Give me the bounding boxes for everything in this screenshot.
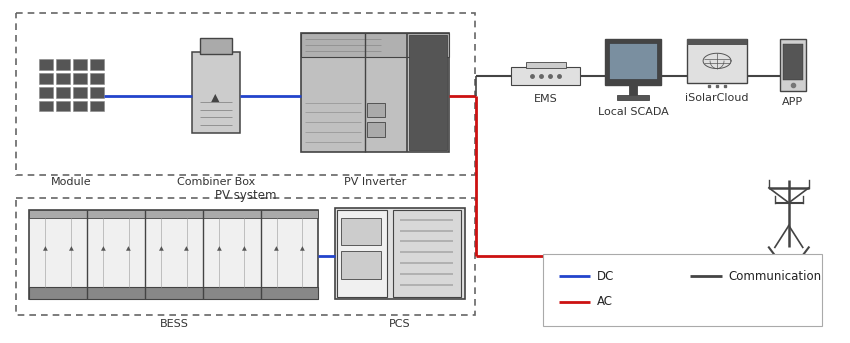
Text: ▲: ▲	[300, 246, 304, 251]
Bar	[39, 100, 54, 111]
Bar	[609, 43, 657, 79]
Bar	[302, 33, 449, 152]
Text: EMS: EMS	[534, 94, 558, 104]
Text: Local SCADA: Local SCADA	[598, 107, 669, 117]
Bar	[16, 13, 475, 175]
Bar	[39, 87, 54, 98]
Bar	[367, 122, 385, 137]
Bar	[335, 208, 465, 299]
Bar	[90, 59, 104, 70]
Text: ▲: ▲	[242, 246, 246, 251]
Text: AC: AC	[597, 295, 613, 308]
Bar	[393, 210, 461, 297]
Bar	[192, 52, 240, 133]
Bar	[779, 39, 806, 91]
Text: ▲: ▲	[127, 246, 131, 251]
Bar	[39, 59, 54, 70]
Bar	[73, 73, 87, 84]
Text: iSolarCloud: iSolarCloud	[685, 93, 749, 103]
Bar	[56, 100, 71, 111]
Bar	[90, 73, 104, 84]
Bar	[90, 100, 104, 111]
Bar	[200, 38, 232, 54]
Text: Grid: Grid	[777, 271, 801, 281]
Text: PCS: PCS	[389, 319, 411, 329]
Text: APP: APP	[782, 97, 803, 107]
Bar	[617, 95, 649, 99]
Bar	[629, 85, 638, 95]
Text: ▲: ▲	[217, 246, 221, 251]
Bar	[605, 39, 661, 85]
Bar	[73, 100, 87, 111]
Bar	[73, 59, 87, 70]
Text: PV system: PV system	[215, 189, 276, 202]
Bar	[56, 73, 71, 84]
Bar	[56, 59, 71, 70]
Bar	[302, 33, 449, 57]
Bar	[687, 39, 747, 83]
Bar	[341, 217, 381, 245]
Bar	[409, 35, 447, 150]
Text: ▲: ▲	[212, 93, 220, 103]
Bar	[341, 251, 381, 279]
Bar	[542, 254, 822, 326]
Text: ▲: ▲	[275, 246, 279, 251]
Bar	[16, 198, 475, 315]
Bar	[511, 67, 581, 85]
Bar	[90, 87, 104, 98]
Bar	[29, 287, 319, 299]
Bar	[687, 39, 747, 45]
Bar	[39, 73, 54, 84]
Text: ▲: ▲	[43, 246, 48, 251]
Text: Communication: Communication	[728, 270, 821, 283]
Bar	[525, 62, 565, 68]
Text: ▲: ▲	[101, 246, 105, 251]
Bar	[56, 87, 71, 98]
Bar	[337, 210, 387, 297]
Bar	[73, 87, 87, 98]
Bar	[367, 103, 385, 117]
Text: Module: Module	[51, 177, 92, 187]
Text: Combiner Box: Combiner Box	[177, 177, 255, 187]
Text: PV Inverter: PV Inverter	[344, 177, 406, 187]
Text: BESS: BESS	[160, 319, 188, 329]
Bar	[29, 210, 319, 299]
Bar	[29, 210, 319, 217]
Text: ▲: ▲	[159, 246, 163, 251]
Bar	[783, 44, 802, 80]
Text: ▲: ▲	[69, 246, 73, 251]
Text: DC: DC	[597, 270, 614, 283]
Text: ▲: ▲	[184, 246, 189, 251]
